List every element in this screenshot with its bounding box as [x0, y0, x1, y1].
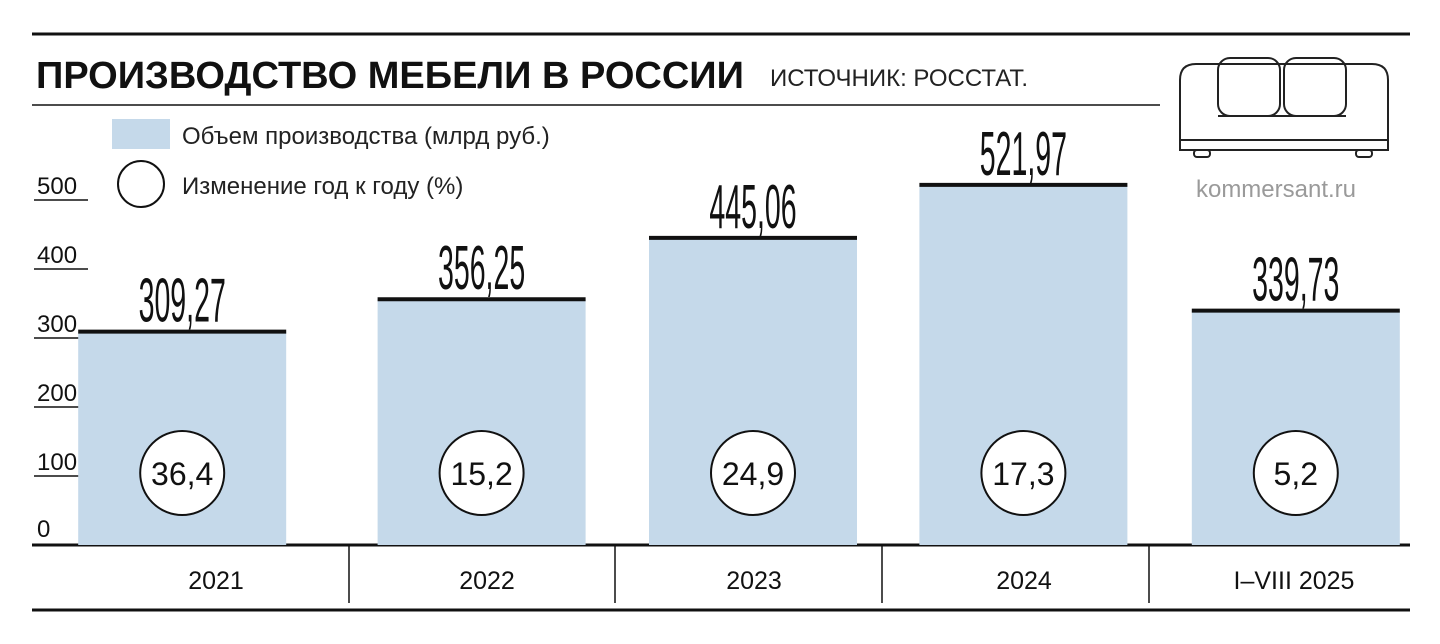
y-tick-label: 300	[37, 311, 77, 338]
legend-circle-label: Изменение год к году (%)	[182, 173, 463, 200]
bar-value-label: 309,27	[139, 266, 226, 335]
category-label: 2024	[996, 567, 1052, 595]
y-tick-label: 100	[37, 449, 77, 476]
change-circle	[438, 430, 525, 516]
chart-title: ПРОИЗВОДСТВО МЕБЕЛИ В РОССИИ	[36, 55, 744, 97]
legend-circle-swatch	[117, 160, 165, 208]
change-circle	[1252, 430, 1339, 516]
bar-value-label: 356,25	[438, 234, 525, 303]
bar-value-label: 521,97	[980, 120, 1067, 189]
x-axis: 2021 2022 2023 2024 I–VIII 2025	[188, 545, 1354, 603]
y-tick-label: 0	[37, 516, 50, 543]
category-label: 2023	[726, 567, 782, 595]
change-label: 24,9	[722, 456, 784, 492]
brand-site: kommersant.ru	[1196, 176, 1356, 203]
sofa-icon	[1179, 57, 1389, 158]
category-label: I–VIII 2025	[1234, 567, 1355, 595]
change-circle	[710, 430, 796, 516]
source-note: ИСТОЧНИК: РОССТАТ.	[770, 65, 1028, 92]
change-label: 5,2	[1274, 456, 1318, 492]
bars: 309,27 36,4 356,25 15,2 445,06 24,9 521,97 17,3…	[78, 120, 1400, 545]
category-label: 2022	[459, 567, 515, 595]
change-circle	[139, 430, 226, 516]
y-tick-label: 200	[37, 380, 77, 407]
category-label: 2021	[188, 567, 244, 595]
change-label: 15,2	[450, 456, 512, 492]
change-circle	[980, 430, 1067, 516]
y-tick-label: 400	[37, 242, 77, 269]
y-tick-label: 500	[37, 173, 77, 200]
change-label: 17,3	[992, 456, 1054, 492]
legend-bar-swatch	[112, 119, 170, 149]
bar-value-label: 445,06	[709, 173, 796, 242]
bar-value-label: 339,73	[1252, 245, 1339, 314]
change-label: 36,4	[151, 456, 213, 492]
legend-bar-label: Объем производства (млрд руб.)	[182, 123, 550, 150]
